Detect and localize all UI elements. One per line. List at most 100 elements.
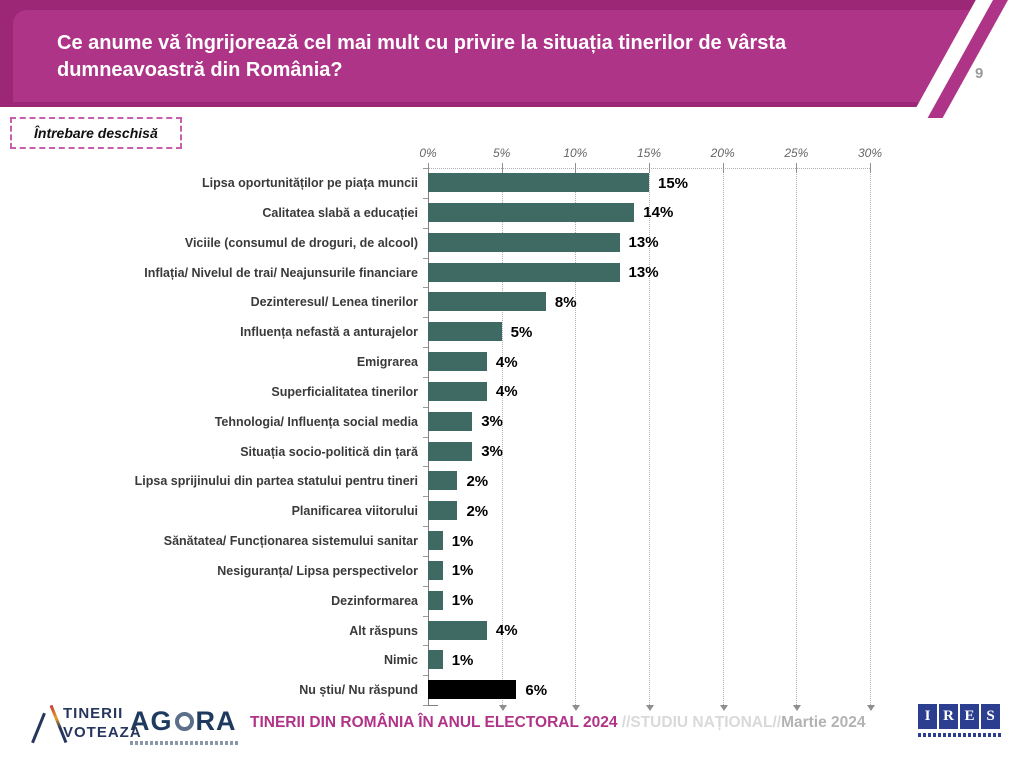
ires-letter-square: R (939, 704, 958, 729)
value-label: 4% (495, 353, 518, 371)
x-axis-top-tick (428, 163, 429, 173)
bar (428, 471, 458, 491)
x-axis-tick-label: 25% (784, 146, 809, 160)
category-label: Dezinformarea (331, 593, 418, 608)
y-axis-tick (423, 675, 428, 677)
gridline (501, 168, 503, 705)
x-axis-top-tick (649, 163, 650, 173)
category-label: Nimic (383, 653, 418, 668)
bar (428, 501, 458, 521)
bar (428, 531, 443, 550)
x-axis-top-tick (501, 163, 503, 173)
y-axis-tick (423, 466, 428, 468)
value-label: 2% (466, 472, 489, 490)
bar (428, 680, 517, 700)
gridline-arrow-icon (867, 705, 875, 711)
ires-letter-square: S (981, 704, 1000, 729)
y-axis-tick (423, 645, 428, 647)
category-label: Superficialitatea tinerilor (271, 384, 418, 399)
y-axis-tick (423, 347, 428, 348)
table-row: Influența nefastă a anturajelor 5% (0, 317, 1024, 347)
footer-title-date: Martie 2024 (781, 714, 866, 731)
bar (428, 590, 443, 610)
agora-tagline-microtext (130, 741, 240, 745)
value-label: 3% (481, 443, 503, 460)
value-label: 5% (510, 323, 533, 341)
page-number: 9 (975, 65, 984, 82)
category-label: Lipsa oportunităților pe piața muncii (202, 176, 418, 190)
x-axis-top-tick (575, 163, 577, 173)
y-axis-tick (423, 705, 428, 706)
bar (428, 232, 620, 252)
x-axis-tick-label: 20% (710, 146, 735, 160)
table-row: Tehnologia/ Influența social media 3% (0, 407, 1024, 437)
bar (428, 560, 443, 580)
bar (428, 322, 502, 342)
y-axis-tick (423, 555, 428, 557)
agora-logo: AG RA (130, 706, 240, 745)
category-label: Sănătatea/ Funcționarea sistemului sanit… (163, 534, 418, 548)
bar (428, 381, 487, 401)
table-row: Nimic 1% (0, 645, 1024, 675)
value-label: 1% (451, 592, 474, 610)
bar (428, 441, 473, 461)
y-axis-tick (423, 197, 428, 199)
x-axis-top-tick (796, 163, 798, 173)
category-label: Nu știu/ Nu răspund (299, 683, 418, 698)
x-axis-tick-label: 15% (636, 146, 662, 160)
value-label: 4% (495, 383, 518, 401)
table-row: Inflația/ Nivelul de trai/ Neajunsurile … (0, 258, 1024, 288)
category-label: Influența nefastă a anturajelor (240, 325, 418, 340)
table-row: Nu știu/ Nu răspund 6% (0, 675, 1024, 705)
logo-v-stroke-icon (31, 712, 46, 744)
agora-ring-icon (174, 712, 194, 731)
bar (428, 202, 635, 222)
category-label: Nesiguranța/ Lipsa perspectivelor (217, 563, 418, 578)
page-title: Ce anume vă îngrijorează cel mai mult cu… (57, 32, 787, 81)
tinerii-voteaza-logo: TINERII VOTEAZĂ (31, 700, 143, 748)
table-row: Emigrarea 4% (0, 347, 1024, 377)
agora-text-left: AG (130, 706, 173, 736)
y-axis-tick (423, 287, 428, 289)
table-row: Dezinteresul/ Lenea tinerilor 8% (0, 287, 1024, 317)
value-label: 1% (451, 651, 474, 669)
category-label: Planificarea viitorului (291, 504, 418, 519)
ires-letter-square: E (960, 704, 979, 729)
category-label: Inflația/ Nivelul de trai/ Neajunsurile … (144, 265, 418, 280)
question-type-label: Întrebare deschisă (34, 125, 158, 141)
value-label: 3% (481, 413, 503, 431)
x-axis-tick-label: 0% (419, 146, 437, 160)
bar (428, 262, 620, 282)
y-axis-tick (423, 317, 428, 319)
x-axis-tick-label: 30% (857, 146, 883, 160)
ires-letter-square: I (918, 704, 937, 729)
x-axis-tick-label: 5% (492, 146, 511, 160)
category-label: Emigrarea (356, 355, 418, 369)
x-axis-tick-label: 10% (563, 146, 588, 160)
table-row: Alt răspuns 4% (0, 616, 1024, 646)
gridline (649, 168, 650, 705)
logo-line-2: VOTEAZĂ (63, 724, 142, 741)
gridline-arrow-icon (646, 705, 654, 711)
value-label: 1% (451, 532, 474, 550)
gridline-arrow-icon (572, 705, 581, 711)
gridline (870, 168, 871, 705)
header-band (13, 10, 985, 102)
table-row: Lipsa oportunităților pe piața muncii 15… (0, 168, 1024, 198)
y-axis-tick (423, 496, 428, 498)
value-label: 4% (495, 622, 518, 639)
value-label: 8% (554, 293, 577, 311)
y-axis-tick (423, 406, 428, 408)
table-row: Planificarea viitorului 2% (0, 496, 1024, 526)
agora-text-right: RA (195, 706, 237, 736)
bar (428, 292, 546, 312)
gridline-arrow-icon (719, 705, 728, 711)
bar (428, 620, 487, 640)
x-axis-top-tick (722, 163, 724, 173)
bar (428, 173, 649, 192)
footer-study-title: TINERII DIN ROMÂNIA ÎN ANUL ELECTORAL 20… (250, 714, 866, 732)
value-label: 1% (451, 562, 474, 580)
